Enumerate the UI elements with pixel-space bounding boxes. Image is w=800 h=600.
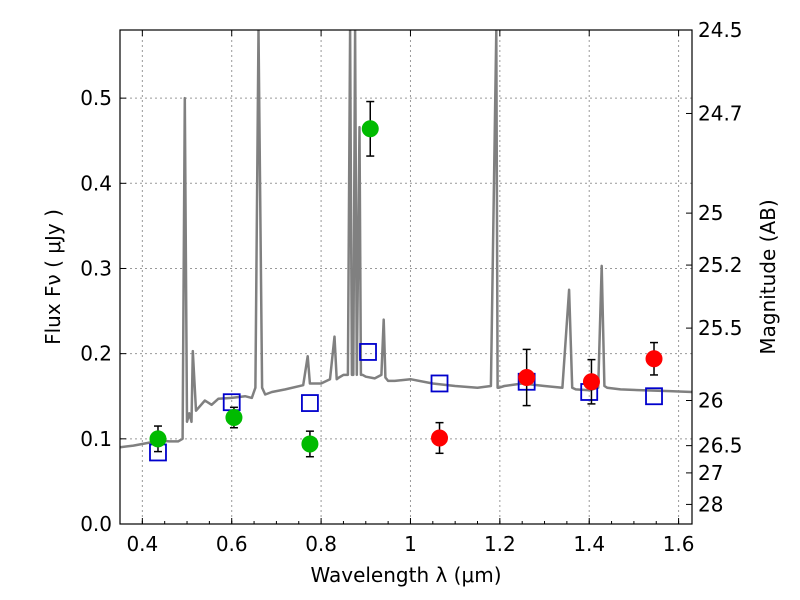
green-circle-point — [149, 430, 167, 448]
x-tick-label: 1.6 — [663, 532, 695, 556]
x-tick-label: 0.8 — [305, 532, 337, 556]
y-tick-label: 0.3 — [80, 256, 112, 280]
red-circle-point — [518, 369, 536, 387]
model-spectrum — [120, 30, 692, 449]
right-tick-label: 24.7 — [698, 101, 743, 125]
right-tick-label: 25 — [698, 201, 723, 225]
green-circle-point — [361, 120, 379, 138]
x-tick-label: 0.6 — [216, 532, 248, 556]
y-tick-label: 0.5 — [80, 86, 112, 110]
red-circle-point — [582, 373, 600, 391]
x-tick-label: 1.2 — [484, 532, 516, 556]
x-axis-label: Wavelength λ (μm) — [310, 563, 501, 587]
y-tick-label: 0.2 — [80, 342, 112, 366]
x-tick-label: 0.4 — [126, 532, 158, 556]
x-tick-label: 1.4 — [573, 532, 605, 556]
plot-frame — [119, 29, 693, 525]
blue-square-point — [430, 374, 449, 393]
right-tick-label: 26 — [698, 389, 723, 413]
y-axis-label: Flux Fν ( μJy ) — [41, 209, 65, 345]
red-circle-point — [431, 429, 449, 447]
blue-square-point — [645, 387, 663, 406]
right-tick-label: 24.5 — [698, 18, 743, 42]
grid — [120, 30, 692, 525]
photometry-points — [149, 100, 663, 462]
right-tick-label: 28 — [698, 492, 723, 516]
green-circle-point — [301, 435, 319, 453]
red-circle-point — [645, 350, 663, 368]
right-tick-label: 25.2 — [698, 253, 743, 277]
y-tick-label: 0.0 — [80, 512, 112, 536]
green-circle-point — [225, 409, 243, 427]
spectrum-line — [120, 30, 692, 449]
right-tick-label: 27 — [698, 461, 723, 485]
axis-ticks: 0.4 0.6 0.8 1 1.2 1.4 1.6 0.0 0.1 0.2 0.3 0.4 0.5 24.… — [80, 18, 742, 556]
right-tick-label: 26.5 — [698, 434, 743, 458]
blue-square-point — [301, 394, 319, 412]
x-tick-label: 1 — [404, 532, 417, 556]
right-axis-label: Magnitude (AB) — [756, 199, 780, 354]
blue-square-point — [359, 343, 377, 361]
right-tick-label: 25.5 — [698, 316, 743, 340]
y-tick-label: 0.1 — [80, 427, 112, 451]
y-tick-label: 0.4 — [80, 171, 112, 195]
